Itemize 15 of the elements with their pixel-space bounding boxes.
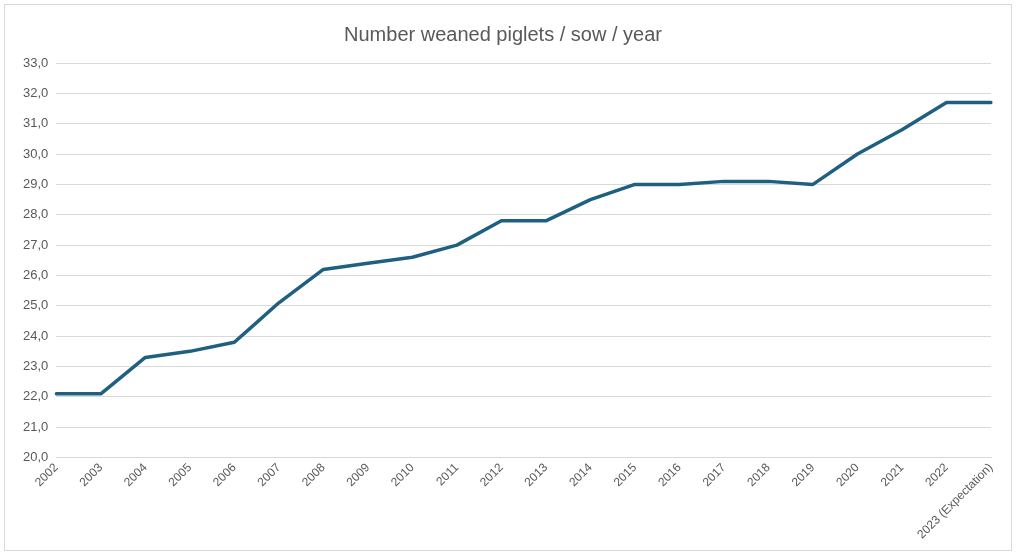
chart-title: Number weaned piglets / sow / year — [344, 22, 663, 45]
y-tick-label: 23,0 — [22, 358, 49, 374]
y-tick-label: 25,0 — [22, 297, 49, 313]
y-tick-label: 20,0 — [22, 449, 49, 465]
y-tick-label: 26,0 — [22, 267, 49, 283]
y-tick-label: 31,0 — [22, 115, 49, 131]
y-tick-label: 22,0 — [22, 388, 49, 404]
y-tick-label: 24,0 — [22, 327, 49, 343]
y-tick-label: 33,0 — [22, 54, 49, 70]
y-tick-label: 30,0 — [22, 145, 49, 161]
y-tick-label: 28,0 — [22, 206, 49, 222]
y-tick-label: 27,0 — [22, 236, 49, 252]
y-tick-label: 21,0 — [22, 418, 49, 434]
y-tick-label: 32,0 — [22, 84, 49, 100]
y-tick-label: 29,0 — [22, 175, 49, 191]
